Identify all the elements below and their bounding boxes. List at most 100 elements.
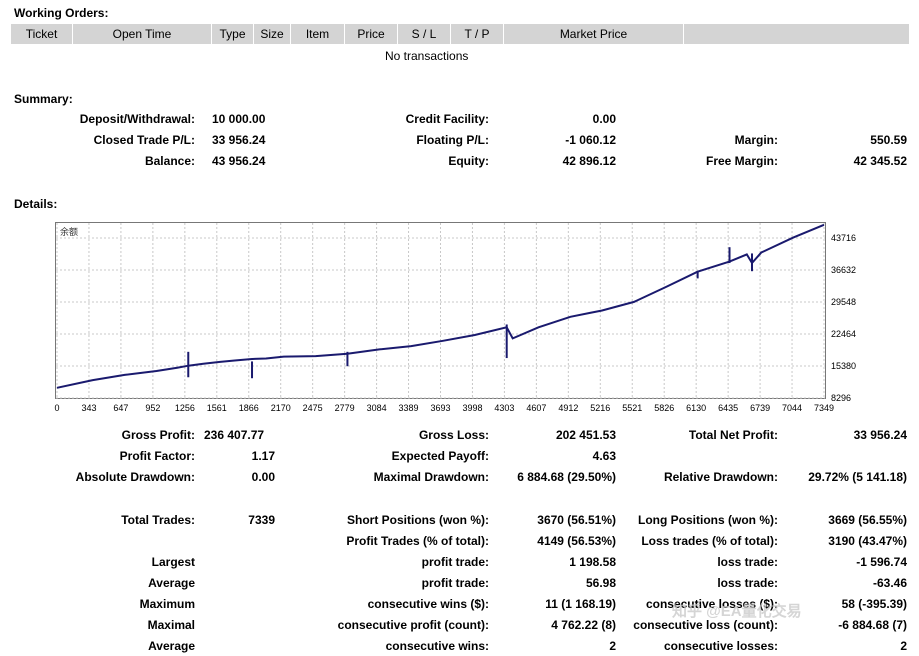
x-tick-label: 4303 [494, 403, 514, 413]
x-tick-label: 3084 [367, 403, 387, 413]
max-drawdown-value: 6 884.68 (29.50%) [517, 470, 616, 484]
gross-profit-value: 236 407.77 [204, 428, 265, 442]
gross-loss-value: 202 451.53 [555, 428, 616, 442]
closed-pl-label: Closed Trade P/L: [93, 133, 195, 147]
y-tick-label: 43716 [831, 233, 856, 243]
profit-trades-label: Profit Trades (% of total): [346, 534, 489, 548]
largest-profit-value: 1 198.58 [569, 555, 616, 569]
x-tick-label: 3998 [462, 403, 482, 413]
maximal-cons-profit-label: consecutive profit (count): [337, 618, 489, 632]
average2-label: Average [148, 639, 195, 653]
max-cons-losses-label: consecutive losses ($): [645, 597, 778, 611]
balance-label: Balance: [144, 154, 195, 168]
total-trades-label: Total Trades: [121, 513, 195, 527]
credit-value: 0.00 [592, 112, 616, 126]
profit-factor-label: Profit Factor: [119, 449, 195, 463]
x-tick-label: 1561 [207, 403, 227, 413]
profit-trades-value: 4149 (56.53%) [537, 534, 616, 548]
max-cons-losses-value: 58 (-395.39) [841, 597, 907, 611]
x-tick-label: 6130 [686, 403, 706, 413]
working-orders-title: Working Orders: [14, 6, 109, 20]
margin-value: 550.59 [870, 133, 907, 147]
balance-line [56, 223, 825, 389]
long-positions-value: 3669 (56.55%) [828, 513, 907, 527]
short-positions-label: Short Positions (won %): [347, 513, 489, 527]
short-positions-value: 3670 (56.51%) [537, 513, 616, 527]
col-market-price[interactable]: Market Price [504, 24, 684, 44]
balance-value: 43 956.24 [212, 154, 266, 168]
avg-cons-losses-label: consecutive losses: [663, 639, 778, 653]
y-tick-label: 15380 [831, 361, 856, 371]
y-tick-label: 36632 [831, 265, 856, 275]
col-size[interactable]: Size [254, 24, 291, 44]
rel-drawdown-label: Relative Drawdown: [663, 470, 778, 484]
avg-cons-losses-value: 2 [900, 639, 907, 653]
x-tick-label: 0 [54, 403, 59, 413]
x-tick-label: 5216 [590, 403, 610, 413]
col-type[interactable]: Type [212, 24, 254, 44]
x-tick-label: 6739 [750, 403, 770, 413]
y-tick-labels: 8296 15380 22464 29548 36632 43716 [831, 233, 856, 403]
gross-loss-label: Gross Loss: [418, 428, 489, 442]
total-trades-value: 7339 [248, 513, 275, 527]
largest-loss-value: -1 596.74 [856, 555, 907, 569]
equity-value: 42 896.12 [562, 154, 616, 168]
x-tick-label: 343 [81, 403, 96, 413]
y-tick-label: 8296 [831, 393, 851, 403]
chart-title: 余额 [60, 226, 78, 237]
x-tick-label: 4607 [526, 403, 546, 413]
long-positions-label: Long Positions (won %): [638, 513, 778, 527]
profit-factor-value: 1.17 [251, 449, 275, 463]
avg-loss-value: -63.46 [872, 576, 907, 590]
x-tick-label: 2779 [335, 403, 355, 413]
max-drawdown-label: Maximal Drawdown: [373, 470, 489, 484]
total-net-label: Total Net Profit: [688, 428, 778, 442]
largest-label: Largest [151, 555, 195, 569]
balance-chart: 余额 0 343 647 952 1256 1561 1866 2170 2475 2779 308… [54, 222, 856, 413]
free-margin-value: 42 345.52 [853, 154, 907, 168]
col-sl[interactable]: S / L [398, 24, 451, 44]
no-transactions-text: No transactions [385, 49, 469, 63]
chart-grid [56, 223, 825, 399]
equity-label: Equity: [448, 154, 489, 168]
x-tick-label: 6435 [718, 403, 738, 413]
avg-loss-label: loss trade: [717, 576, 778, 590]
x-tick-label: 3389 [399, 403, 419, 413]
floating-pl-label: Floating P/L: [416, 133, 489, 147]
col-price[interactable]: Price [345, 24, 398, 44]
expected-payoff-value: 4.63 [592, 449, 616, 463]
expected-payoff-label: Expected Payoff: [391, 449, 489, 463]
x-tick-label: 2170 [271, 403, 291, 413]
col-item[interactable]: Item [291, 24, 345, 44]
largest-profit-label: profit trade: [421, 555, 489, 569]
col-ticket[interactable]: Ticket [11, 24, 73, 44]
avg-profit-label: profit trade: [421, 576, 489, 590]
maximal-cons-profit-value: 4 762.22 (8) [551, 618, 616, 632]
abs-drawdown-label: Absolute Drawdown: [75, 470, 195, 484]
loss-trades-label: Loss trades (% of total): [641, 534, 778, 548]
x-tick-label: 4912 [558, 403, 578, 413]
x-tick-label: 2475 [303, 403, 323, 413]
avg-profit-value: 56.98 [585, 576, 616, 590]
x-tick-label: 1866 [239, 403, 259, 413]
rel-drawdown-value: 29.72% (5 141.18) [808, 470, 907, 484]
x-tick-label: 7044 [782, 403, 802, 413]
loss-trades-value: 3190 (43.47%) [828, 534, 907, 548]
details-title: Details: [14, 197, 58, 211]
y-tick-label: 22464 [831, 329, 856, 339]
credit-label: Credit Facility: [405, 112, 489, 126]
maximal-cons-loss-value: -6 884.68 (7) [838, 618, 907, 632]
col-tp[interactable]: T / P [451, 24, 504, 44]
average-label: Average [148, 576, 195, 590]
x-tick-label: 3693 [430, 403, 450, 413]
maximal-cons-loss-label: consecutive loss (count): [633, 618, 778, 632]
closed-pl-value: 33 956.24 [212, 133, 266, 147]
total-net-value: 33 956.24 [853, 428, 907, 442]
col-open-time[interactable]: Open Time [73, 24, 212, 44]
floating-pl-value: -1 060.12 [565, 133, 616, 147]
x-tick-label: 5826 [654, 403, 674, 413]
x-tick-label: 647 [113, 403, 128, 413]
x-tick-labels: 0 343 647 952 1256 1561 1866 2170 2475 2779 3084 33… [54, 403, 834, 413]
maximal-label: Maximal [147, 618, 195, 632]
largest-loss-label: loss trade: [717, 555, 778, 569]
